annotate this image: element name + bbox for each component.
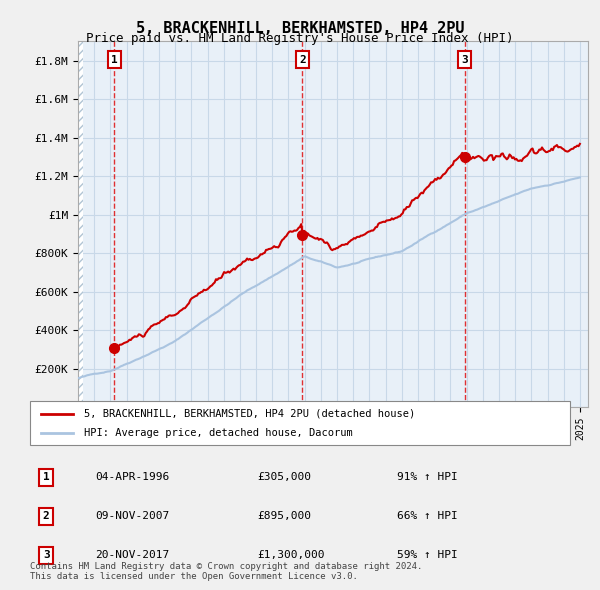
Text: 04-APR-1996: 04-APR-1996: [95, 473, 169, 482]
Text: £305,000: £305,000: [257, 473, 311, 482]
Text: 66% ↑ HPI: 66% ↑ HPI: [397, 512, 458, 521]
Text: 1: 1: [43, 473, 50, 482]
Text: 2: 2: [299, 55, 306, 64]
Text: 5, BRACKENHILL, BERKHAMSTED, HP4 2PU: 5, BRACKENHILL, BERKHAMSTED, HP4 2PU: [136, 21, 464, 35]
Text: 5, BRACKENHILL, BERKHAMSTED, HP4 2PU (detached house): 5, BRACKENHILL, BERKHAMSTED, HP4 2PU (de…: [84, 409, 415, 418]
Text: 3: 3: [43, 550, 50, 560]
Text: £895,000: £895,000: [257, 512, 311, 521]
Text: 59% ↑ HPI: 59% ↑ HPI: [397, 550, 458, 560]
Text: 09-NOV-2007: 09-NOV-2007: [95, 512, 169, 521]
FancyBboxPatch shape: [30, 401, 570, 445]
Text: 1: 1: [111, 55, 118, 64]
Text: Contains HM Land Registry data © Crown copyright and database right 2024.
This d: Contains HM Land Registry data © Crown c…: [30, 562, 422, 581]
Text: 91% ↑ HPI: 91% ↑ HPI: [397, 473, 458, 482]
Text: £1,300,000: £1,300,000: [257, 550, 324, 560]
Text: Price paid vs. HM Land Registry's House Price Index (HPI): Price paid vs. HM Land Registry's House …: [86, 32, 514, 45]
Text: 3: 3: [461, 55, 468, 64]
Text: HPI: Average price, detached house, Dacorum: HPI: Average price, detached house, Daco…: [84, 428, 353, 438]
Text: 20-NOV-2017: 20-NOV-2017: [95, 550, 169, 560]
Text: 2: 2: [43, 512, 50, 521]
Bar: [78, 41, 83, 407]
